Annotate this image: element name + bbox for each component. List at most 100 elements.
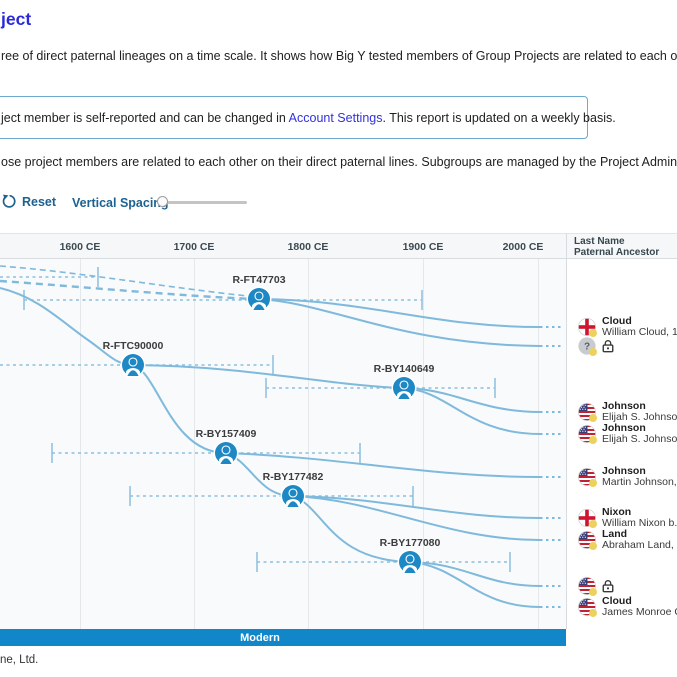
member-ancestor: William Nixon b. 1 [602,517,677,529]
member-ancestor: Martin Johnson, 1 [602,476,677,488]
lineage-edge [0,279,255,301]
lineage-edge [0,287,134,366]
usa-flag-icon [577,424,597,444]
haplogroup-node[interactable]: R-BY157409 [196,428,257,466]
member-flag [577,508,597,528]
lineage-edge [292,495,411,563]
usa-flag-icon [577,530,597,550]
member-flag [577,597,597,617]
usa-flag-icon [577,597,597,617]
member-surname: Land [602,528,628,540]
member-surname: Nixon [602,506,632,518]
vertical-spacing-label: Vertical Spacing [72,196,169,210]
member-flag: ? [578,337,597,356]
lineage-edge [292,495,541,519]
col-header-line2: Paternal Ancestor [574,247,660,258]
badge-icon [589,609,597,617]
timeline-tick-label: 1900 CE [402,241,444,253]
member-ancestor: Elijah S. Johnson, [602,433,677,445]
haplogroup-label: R-BY177482 [263,471,324,483]
badge-icon [589,542,597,550]
vertical-spacing-slider-thumb[interactable] [157,196,168,207]
lineage-edge [258,298,541,328]
lineage-edge [258,298,541,347]
timeline-header: 1600 CE 1700 CE 1800 CE 1900 CE 2000 CE [0,233,677,259]
haplogroup-node[interactable]: R-BY140649 [374,363,435,401]
badge-icon [589,348,597,356]
reset-label: Reset [22,194,57,209]
lock-icon [602,340,614,353]
member-flag [577,576,597,596]
member-ancestor: Abraham Land, 17 [602,539,677,551]
member-flag [577,530,597,550]
reset-button[interactable]: Reset [2,194,56,209]
member-surname: Johnson [602,400,646,412]
chart-svg: R-FT47703 R-FTC90000 R-BY140649 R-BY157409 R… [0,265,563,608]
account-settings-link[interactable]: Account Settings [288,110,383,125]
badge-icon [589,588,597,596]
usa-flag-icon [577,402,597,422]
chart-area [0,259,566,629]
member-surname: Cloud [602,595,632,607]
lineage-edge [409,561,541,608]
lock-icon [602,580,614,593]
member-surname: Johnson [602,422,646,434]
member-flag [577,317,597,337]
member-flag [577,402,597,422]
haplogroup-label: R-FTC90000 [103,340,164,352]
panel-column-header: Last Name Paternal Ancestor [574,236,659,258]
member-row[interactable]: Cloud William Cloud, 16 [577,316,677,338]
gridline [80,259,81,629]
haplogroup-node[interactable]: R-FTC90000 [103,340,164,378]
col-header-line1: Last Name [574,236,625,247]
timeline-tick-label: 1800 CE [287,241,329,253]
lineage-edge [292,495,541,541]
haplogroup-label: R-BY140649 [374,363,435,375]
gridline [423,259,424,629]
member-row[interactable] [577,575,614,597]
modern-era-bar: Modern [0,629,566,646]
lineage-edge [225,452,541,478]
lineage-edge [403,387,541,413]
member-ancestor: James Monroe Cl [602,606,677,618]
timeline-tick-label: 2000 CE [502,241,544,253]
member-flag [577,467,597,487]
haplogroup-node[interactable]: R-BY177482 [263,471,324,509]
gridline [194,259,195,629]
badge-icon [589,329,597,337]
haplogroup-label: R-BY157409 [196,428,257,440]
haplogroup-node[interactable]: R-BY177080 [380,537,441,575]
member-ancestor: William Cloud, 16 [602,326,677,338]
gridline [308,259,309,629]
modern-era-label: Modern [240,632,280,644]
badge-icon [589,436,597,444]
page-title: ject [1,9,32,29]
copyright-text: ne, Ltd. [0,654,39,666]
usa-flag-icon [577,467,597,487]
reset-icon [2,194,17,209]
vertical-spacing-slider-track[interactable] [159,201,247,204]
badge-icon [589,479,597,487]
description-text: ose project members are related to each … [1,155,677,169]
usa-flag-icon [577,576,597,596]
member-flag [577,424,597,444]
lineage-edge [132,364,405,389]
member-row[interactable]: ? [578,335,614,357]
member-row[interactable]: Cloud James Monroe Cl [577,595,677,618]
notice-box: ject member is self-reported and can be … [0,96,616,139]
timeline-tick-label: 1700 CE [173,241,215,253]
haplogroup-label: R-FT47703 [232,274,285,286]
member-surname: Johnson [602,465,646,477]
badge-icon [589,520,597,528]
lineage-edge [403,387,541,435]
haplogroup-node[interactable]: R-FT47703 [232,274,286,312]
badge-icon [589,414,597,422]
notice-pre: ject member is self-reported and can be … [1,110,289,125]
gridline [538,259,539,629]
